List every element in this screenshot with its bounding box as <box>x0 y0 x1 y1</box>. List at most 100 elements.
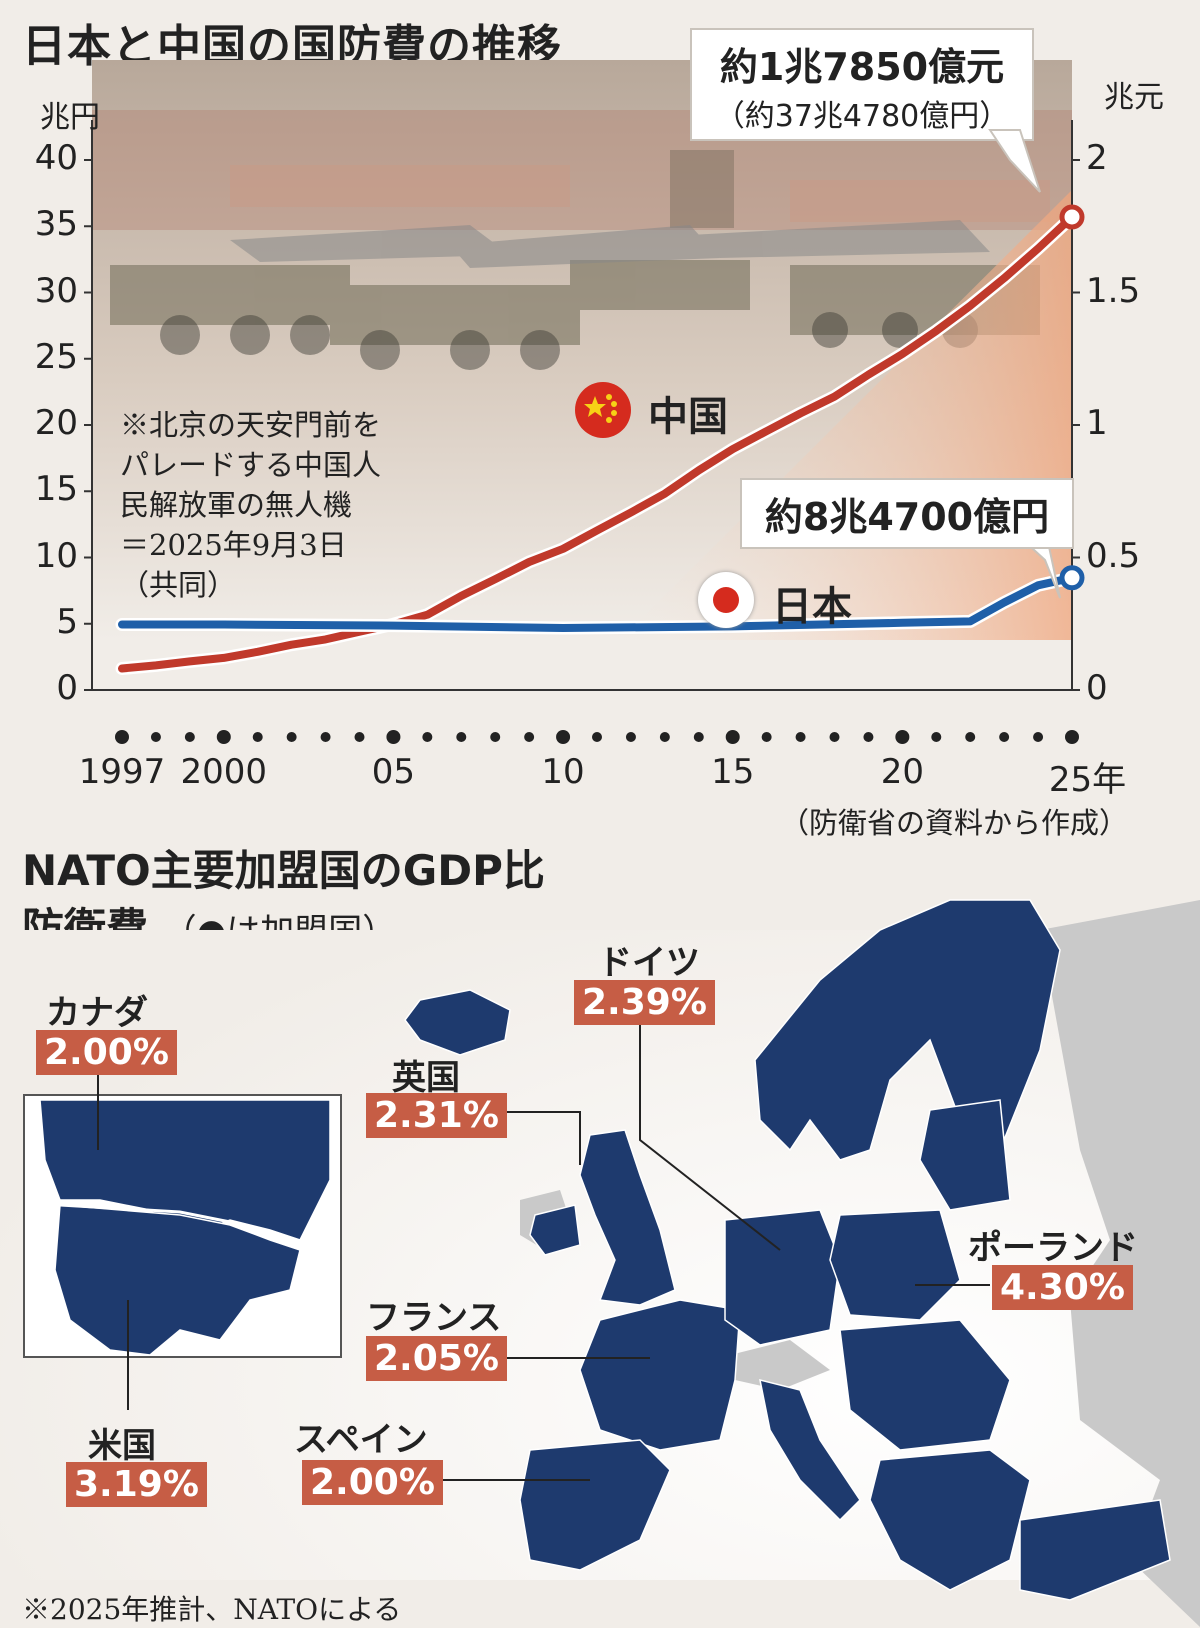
germany <box>724 1209 841 1346</box>
leader-lines <box>97 1020 990 1481</box>
photo-caption-line: （共同） <box>120 568 237 602</box>
source-note: （防衛省の資料から作成） <box>780 806 1129 840</box>
photo-caption-line: 民解放軍の無人機 <box>120 488 353 522</box>
x-axis-year-dot <box>150 732 161 742</box>
y-left-tick-label: 15 <box>34 469 78 510</box>
x-axis-year-dot <box>286 732 297 742</box>
photo-caption-line: パレードする中国人 <box>120 448 382 482</box>
line-chart <box>84 60 1085 744</box>
x-axis-year-dot <box>490 732 501 742</box>
x-tick-label: 15 <box>711 752 755 792</box>
series-label-japan: 日本 <box>772 584 852 630</box>
canada-us-border <box>59 1203 271 1240</box>
series-label-china: 中国 <box>648 394 728 440</box>
series-endpoint-日本 <box>1059 565 1085 591</box>
x-axis-year-dot <box>625 732 636 742</box>
x-axis-year-dot <box>725 730 740 744</box>
china-flag-stars <box>584 394 617 423</box>
iceland <box>404 989 511 1056</box>
x-axis-year-dot <box>252 732 263 742</box>
y-right-tick-label: 2 <box>1086 138 1108 178</box>
china-callout-subvalue: （約37兆4780億円） <box>714 99 1010 134</box>
china-flag-icon <box>575 382 631 438</box>
x-tick-label: 2000 <box>180 752 268 792</box>
x-axis-year-dot <box>216 730 231 744</box>
nato-title-line1: NATO主要加盟国のGDP比 <box>22 846 545 895</box>
country-name-canada: カナダ <box>46 993 148 1033</box>
x-axis-year-dot <box>931 732 942 742</box>
x-tick-label: 10 <box>541 752 585 792</box>
y-left-tick-label: 0 <box>56 668 78 708</box>
y-left-tick-label: 30 <box>34 270 78 311</box>
x-axis-year-dot <box>761 732 772 742</box>
x-axis-year-dot <box>693 732 704 742</box>
balkans <box>869 1449 1031 1591</box>
y-right-tick-label: 0.5 <box>1086 535 1141 576</box>
iberia <box>519 1439 671 1571</box>
country-pct-poland: 4.30% <box>992 1265 1133 1310</box>
member-land <box>404 899 1171 1601</box>
country-name-poland: ポーランド <box>968 1228 1138 1268</box>
x-axis-year-dot <box>386 730 401 744</box>
great-britain <box>579 1129 676 1306</box>
japan-callout: 約8兆4700億円 <box>740 478 1074 549</box>
y-left-tick-label: 35 <box>34 204 78 245</box>
y-right-tick-label: 1 <box>1086 403 1108 443</box>
country-name-germany: ドイツ <box>598 943 700 983</box>
poland <box>829 1209 961 1321</box>
y-right-tick-label: 0 <box>1086 668 1108 708</box>
y-left-tick-label: 5 <box>56 601 78 642</box>
x-axis-year-dot <box>999 732 1010 742</box>
x-axis-year-dot <box>1033 732 1044 742</box>
x-axis-year-dot <box>422 732 433 742</box>
x-axis-year-dot <box>829 732 840 742</box>
japan-flag-icon <box>698 572 754 628</box>
country-pct-canada: 2.00% <box>36 1030 177 1075</box>
france <box>579 1299 741 1451</box>
country-pct-france: 2.05% <box>366 1336 507 1381</box>
country-name-spain: スペイン <box>294 1420 428 1460</box>
y-left-tick-label: 20 <box>34 403 78 443</box>
x-axis-year-dot <box>556 730 571 744</box>
x-axis-year-dot <box>965 732 976 742</box>
x-axis-year-dot <box>1065 730 1079 744</box>
turkey <box>1019 1499 1171 1601</box>
x-axis-year-dot <box>524 732 535 742</box>
country-pct-germany: 2.39% <box>574 980 715 1025</box>
x-axis-year-dot <box>592 732 602 742</box>
china-callout-value: 約1兆7850億元 <box>719 45 1005 89</box>
country-pct-spain: 2.00% <box>302 1460 443 1505</box>
y-left-tick-label: 40 <box>34 138 78 178</box>
x-axis-year-dot <box>354 732 365 742</box>
x-axis-year-dot <box>184 732 195 742</box>
north-america-land <box>39 1099 331 1356</box>
japan-callout-value: 約8兆4700億円 <box>764 495 1050 539</box>
x-axis-year-dot <box>895 730 910 744</box>
country-name-us: 米国 <box>88 1426 156 1466</box>
photo-caption: ※北京の天安門前を パレードする中国人 民解放軍の無人機 ＝2025年9月3日 … <box>120 405 381 605</box>
country-pct-uk: 2.31% <box>366 1093 507 1138</box>
x-tick-label: 05 <box>371 752 416 792</box>
country-pct-us: 3.19% <box>66 1462 207 1507</box>
y-right-unit: 兆元 <box>1104 80 1164 115</box>
central-europe <box>839 1319 1011 1451</box>
series-endpoint-中国 <box>1059 204 1085 230</box>
country-name-france: フランス <box>366 1298 502 1338</box>
y-left-tick-label: 10 <box>34 535 78 576</box>
baltics <box>919 1099 1011 1211</box>
x-axis-year-dot <box>795 732 806 742</box>
x-axis-year-dot <box>115 730 129 744</box>
x-axis-year-dot <box>659 732 670 742</box>
x-tick-label: 25年 <box>1048 760 1127 800</box>
x-axis-year-dot <box>863 732 874 742</box>
x-axis-dots <box>115 730 1079 744</box>
x-tick-label: 1997 <box>78 752 166 792</box>
x-axis-year-dot <box>320 732 331 742</box>
x-tick-label: 20 <box>880 752 924 792</box>
series-line-中国 <box>118 213 1076 673</box>
ireland <box>529 1204 581 1256</box>
china-callout: 約1兆7850億元 （約37兆4780億円） <box>690 28 1034 141</box>
country-name-uk: 英国 <box>392 1058 460 1098</box>
x-axis-year-dot <box>456 732 467 742</box>
